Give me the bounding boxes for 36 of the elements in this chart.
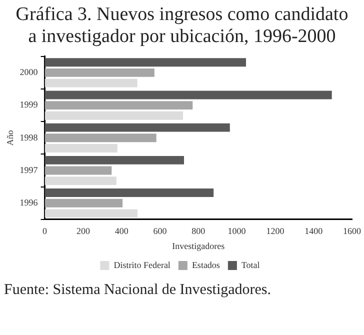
y-tick-label: 1997 [20, 164, 38, 175]
x-tick-label: 400 [114, 226, 129, 236]
bar [44, 68, 154, 77]
x-tick-label: 0 [42, 226, 48, 236]
bar [44, 58, 246, 67]
x-tick-label: 1200 [266, 226, 285, 236]
bar [44, 176, 116, 186]
x-tick-label: 1400 [304, 226, 324, 236]
x-tick-label: 600 [153, 226, 168, 236]
legend-label: Estados [192, 260, 220, 270]
bar [44, 198, 123, 208]
bar [44, 134, 156, 142]
y-axis-title: Año [4, 130, 15, 146]
bar [44, 123, 230, 132]
y-tick-label: 1998 [20, 132, 38, 142]
bar [44, 111, 184, 120]
y-tick-label: 1999 [20, 100, 38, 110]
bar [44, 78, 138, 88]
bar [44, 90, 332, 100]
y-tick-label: 1996 [20, 197, 38, 208]
source-note: Fuente: Sistema Nacional de Investigadores. [4, 282, 272, 299]
chart-title: Gráfica 3. Nuevos ingresos como candidato a investigador por ubicación, 1996-2000 [14, 4, 350, 48]
x-tick-label: 1000 [228, 226, 246, 236]
bar [44, 144, 118, 152]
bar [44, 209, 138, 218]
legend-label: Distrito Federal [114, 260, 171, 270]
legend-label: Total [241, 260, 260, 270]
x-tick-label: 1600 [343, 226, 362, 236]
bar [44, 188, 214, 198]
bar [44, 101, 193, 110]
x-tick-label: 800 [192, 226, 206, 236]
x-axis-title: Investigadores [172, 240, 226, 251]
x-tick-label: 200 [76, 226, 90, 236]
bar [44, 166, 112, 175]
bar [44, 156, 184, 164]
y-tick-label: 2000 [20, 67, 38, 78]
